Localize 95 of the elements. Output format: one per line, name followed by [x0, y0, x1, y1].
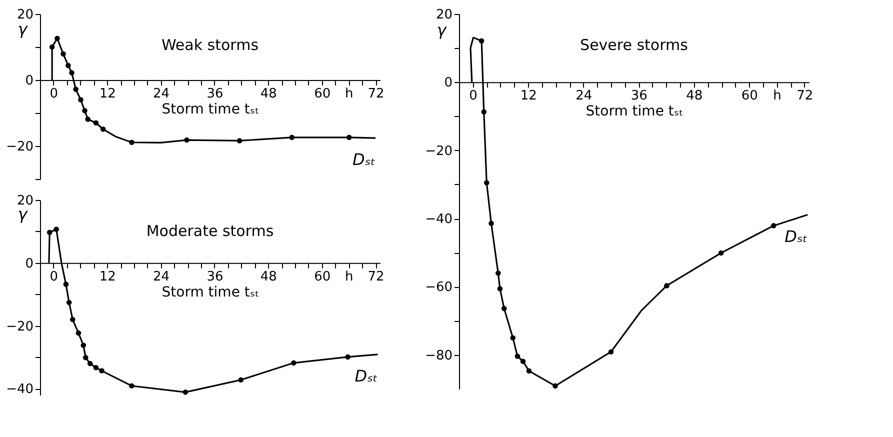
x-tick-label: h: [773, 88, 782, 104]
x-tick-label: h: [345, 86, 354, 102]
point: [78, 97, 84, 102]
x-tick-label: 12: [520, 88, 537, 104]
point: [501, 306, 507, 312]
point: [70, 316, 76, 322]
point: [66, 300, 72, 306]
point: [87, 360, 93, 366]
x-tick-label: 72: [368, 269, 384, 284]
y-tick-label: −60: [425, 280, 452, 296]
x-tick-label: 48: [260, 86, 277, 102]
x-axis-title: Storm time tₛₜ: [162, 284, 260, 300]
point: [514, 354, 520, 359]
x-tick-label: 0: [50, 269, 58, 284]
x-tick-label: 60: [741, 88, 758, 104]
x-tick-label: 0: [469, 88, 478, 104]
point: [510, 335, 516, 341]
x-tick-label: 24: [153, 86, 170, 102]
point: [484, 180, 490, 186]
y-tick-label: −40: [6, 382, 34, 398]
point: [236, 138, 242, 144]
y-tick-label: −80: [425, 348, 452, 364]
annotation: Dₛₜ: [784, 226, 808, 246]
x-tick-label: 72: [796, 88, 814, 104]
x-tick-label: 48: [686, 88, 703, 104]
point: [552, 383, 558, 389]
x-axis-title: Storm time tₛₜ: [586, 104, 684, 120]
point: [93, 120, 99, 126]
x-tick-label: 0: [50, 86, 58, 102]
x-tick-label: 12: [99, 86, 116, 102]
point: [63, 282, 69, 287]
point: [238, 377, 244, 383]
point: [488, 220, 494, 226]
x-tick-label: 36: [206, 269, 224, 284]
annotation: Dₛₜ: [352, 150, 376, 170]
point: [478, 38, 484, 44]
point: [82, 354, 88, 360]
point: [73, 86, 78, 92]
x-tick-label: 24: [576, 88, 592, 104]
point: [82, 108, 88, 114]
point: [496, 270, 501, 276]
point: [182, 390, 188, 395]
point: [346, 134, 352, 140]
y-tick-label: 20: [16, 8, 34, 22]
point: [46, 230, 52, 236]
point: [100, 126, 106, 132]
y-tick-label: −20: [6, 319, 34, 334]
point: [520, 358, 526, 364]
point: [93, 364, 99, 370]
point: [49, 44, 55, 50]
x-axis-title: Storm time tₛₜ: [162, 102, 260, 118]
point: [718, 250, 724, 256]
point: [69, 70, 74, 76]
point: [770, 223, 776, 228]
y-tick-label: 0: [25, 74, 34, 88]
point: [497, 286, 503, 292]
point: [664, 283, 670, 288]
x-tick-label: h: [345, 269, 354, 284]
text: Weak storms: [161, 36, 259, 54]
point: [608, 349, 614, 354]
x-tick-label: 36: [206, 86, 224, 102]
point: [345, 354, 350, 360]
point: [76, 330, 82, 336]
text: Moderate storms: [146, 222, 274, 240]
point: [129, 383, 134, 389]
y-tick-label: −40: [425, 212, 452, 228]
y-tick-label: 20: [436, 8, 452, 22]
point: [481, 109, 487, 114]
y-axis-title: γ: [18, 20, 29, 39]
y-tick-label: 0: [25, 256, 34, 272]
y-tick-label: 0: [444, 76, 452, 91]
text: Severe storms: [580, 36, 688, 54]
x-tick-label: 12: [99, 269, 116, 284]
point: [85, 116, 91, 122]
point: [54, 226, 59, 232]
y-tick-label: −20: [6, 140, 34, 154]
point: [291, 360, 296, 366]
point: [129, 140, 134, 146]
point: [66, 62, 71, 68]
x-tick-label: 24: [153, 269, 170, 284]
point: [80, 342, 86, 348]
x-tick-label: 60: [314, 269, 331, 284]
point: [184, 137, 190, 143]
point: [60, 51, 66, 57]
x-tick-label: 36: [630, 88, 648, 104]
point: [526, 368, 532, 374]
point: [54, 36, 60, 42]
y-tick-label: −20: [425, 144, 452, 159]
annotation: Dₛₜ: [354, 366, 378, 386]
point: [289, 134, 295, 140]
point: [99, 368, 104, 374]
x-tick-label: 48: [260, 269, 277, 284]
y-axis-title: γ: [436, 20, 448, 40]
x-tick-label: 60: [314, 86, 331, 102]
x-tick-label: 72: [368, 86, 384, 102]
